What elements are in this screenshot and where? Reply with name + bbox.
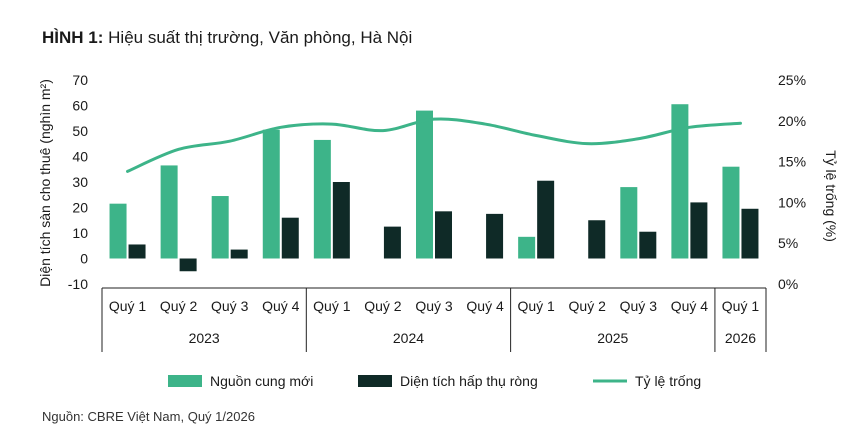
y-axis-title: Diện tích sàn cho thuê (nghìn m²) [37, 79, 53, 287]
year-label: 2024 [393, 330, 424, 346]
x-tick-label: Quý 2 [160, 298, 198, 314]
x-tick-label: Quý 3 [211, 298, 249, 314]
y-tick-label: 10 [72, 225, 88, 241]
vacancy-line-layer [126, 117, 742, 173]
absorption-bar [588, 220, 606, 259]
x-tick-label: Quý 2 [569, 298, 607, 314]
absorption-bar [741, 208, 759, 259]
y2-tick-label: 20% [778, 113, 806, 129]
supply-bar [620, 187, 638, 259]
y-tick-label: 0 [80, 251, 88, 267]
absorption-bar [128, 244, 146, 259]
x-tick-label: Quý 1 [313, 298, 351, 314]
supply-bar [109, 203, 127, 259]
supply-bar [518, 236, 536, 259]
x-tick-label: Quý 4 [671, 298, 709, 314]
absorption-bar [230, 249, 248, 259]
y-tick-label: 30 [72, 174, 88, 190]
y-tick-label: 40 [72, 149, 88, 165]
y-tick-label: 60 [72, 98, 88, 114]
legend-label-supply: Nguồn cung mới [210, 373, 313, 389]
y2-tick-label: 10% [778, 194, 806, 210]
supply-bar [416, 110, 433, 259]
x-tick-label: Quý 4 [466, 298, 504, 314]
legend-label-vacancy: Tỷ lệ trống [635, 373, 701, 389]
absorption-bar [332, 182, 350, 259]
absorption-bar [639, 231, 657, 259]
supply-bar [722, 166, 740, 259]
labels: 70 60 50 40 30 20 10 0 -10 25% 20% 15% 10% 5% 0% Diện t… [37, 72, 839, 346]
x-tick-label: Quý 2 [364, 298, 402, 314]
supply-bar [211, 196, 229, 259]
vacancy-line [126, 117, 742, 173]
y-tick-label: 20 [72, 200, 88, 216]
legend-swatch-absorption [358, 375, 392, 387]
bars [109, 104, 759, 272]
x-tick-label: Quý 4 [262, 298, 300, 314]
chart-title: HÌNH 1: Hiệu suất thị trường, Văn phòng,… [42, 28, 412, 48]
y2-tick-label: 5% [778, 235, 798, 251]
x-tick-label: Quý 1 [109, 298, 147, 314]
y2-axis-title: Tỷ lệ trống (%) [823, 150, 839, 242]
y-tick-label: 50 [72, 123, 88, 139]
legend-swatch-supply [168, 375, 202, 387]
x-tick-label: Quý 3 [415, 298, 453, 314]
x-tick-label: Quý 3 [620, 298, 658, 314]
absorption-bar [690, 202, 708, 259]
title-prefix: HÌNH 1: [42, 28, 104, 47]
x-tick-label: Quý 1 [517, 298, 555, 314]
supply-bar [313, 139, 331, 259]
supply-bar [160, 165, 178, 259]
x-tick-label: Quý 1 [722, 298, 760, 314]
y2-tick-label: 15% [778, 154, 806, 170]
year-label: 2025 [597, 330, 628, 346]
source-note: Nguồn: CBRE Việt Nam, Quý 1/2026 [42, 409, 255, 424]
absorption-bar [537, 180, 555, 259]
absorption-bar [179, 258, 197, 272]
legend: Nguồn cung mới Diện tích hấp thụ ròng Tỷ l… [168, 373, 701, 389]
axes [101, 287, 767, 352]
supply-bar [671, 104, 689, 259]
y-tick-label: -10 [68, 276, 88, 292]
y-tick-label: 70 [72, 72, 88, 88]
legend-label-absorption: Diện tích hấp thụ ròng [400, 373, 538, 389]
title-text: Hiệu suất thị trường, Văn phòng, Hà Nội [108, 28, 413, 47]
y2-tick-label: 25% [778, 72, 806, 88]
y2-tick-label: 0% [778, 276, 798, 292]
year-label: 2026 [725, 330, 756, 346]
supply-bar [262, 129, 280, 259]
absorption-bar [383, 226, 401, 259]
absorption-bar [435, 211, 452, 259]
absorption-bar [486, 213, 504, 259]
year-label: 2023 [189, 330, 220, 346]
absorption-bar [281, 217, 299, 259]
